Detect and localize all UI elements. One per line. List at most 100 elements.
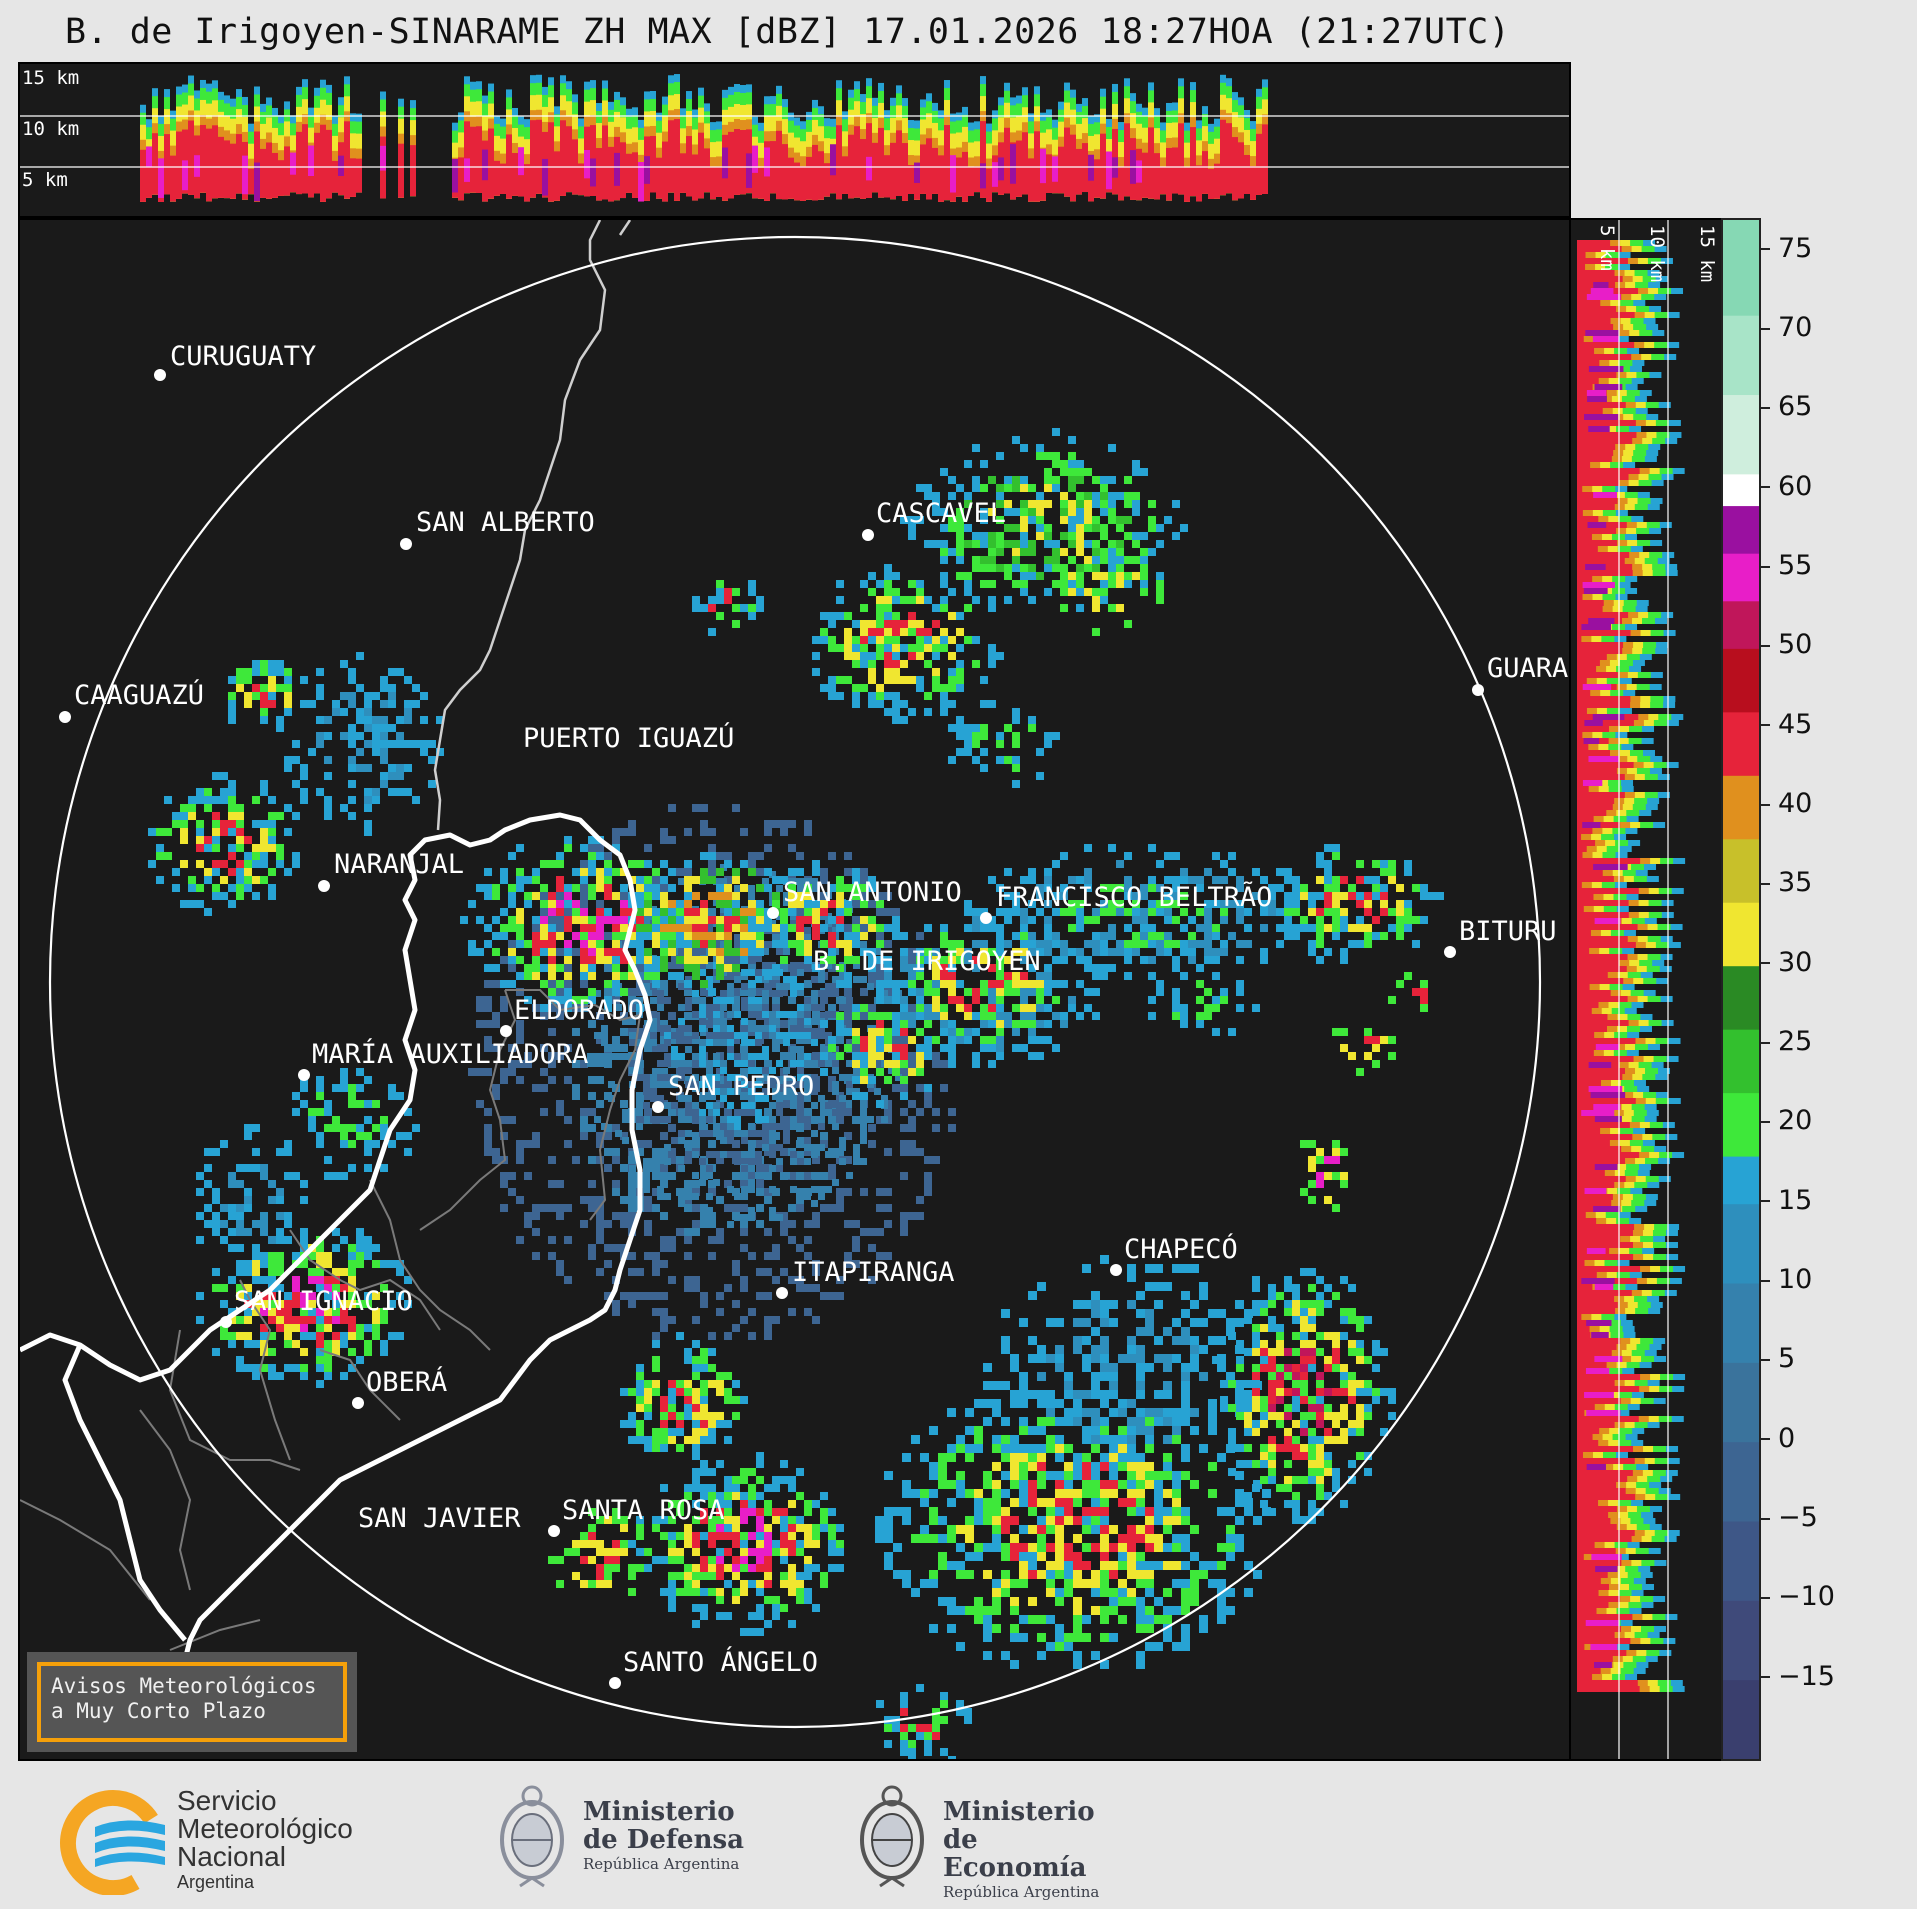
city-marker [400,538,412,550]
city-marker [1110,1264,1122,1276]
city-label-cascavel: CASCAVEL [876,498,1006,529]
smn-line1: Servicio [177,1785,277,1816]
city-marker [1444,946,1456,958]
city-label-santa-rosa: SANTA ROSA [562,1495,725,1526]
city-labels: CURUGUATY SAN ALBERTO CASCAVEL CAAGUAZÚ GUAR… [59,341,1568,1689]
colorbar-band [1723,1203,1759,1284]
colorbar-tick-label: −10 [1761,1581,1835,1612]
city-marker [154,369,166,381]
city-label-santo-angelo: SANTO ÁNGELO [623,1646,818,1678]
smn-emblem-icon [60,1790,166,1896]
top-label-15km: 15 km [22,67,79,89]
colorbar-band [1723,473,1759,507]
city-marker [862,529,874,541]
smn-logo: Servicio Meteorológico Nacional Argentin… [55,1785,395,1896]
city-marker [548,1525,560,1537]
city-label-san-ignacio: SAN IGNACIO [234,1286,413,1317]
colorbar-band [1723,1679,1759,1760]
city-label-caaguazu: CAAGUAZÚ [74,679,204,711]
city-marker [59,711,71,723]
colorbar-tick-label: 10 [1761,1264,1812,1295]
colorbar-tick-label: 65 [1761,391,1812,422]
colorbar-band [1723,1521,1759,1601]
notice-box: Avisos Meteorológicos a Muy Corto Plazo [27,1652,357,1752]
smn-line3: Nacional [177,1841,286,1872]
city-marker [652,1101,664,1113]
city-label-puerto-iguazu: PUERTO IGUAZÚ [523,722,734,754]
economia-line3: República Argentina [943,1883,1100,1901]
city-marker [500,1025,512,1037]
country-border [18,812,653,1661]
city-marker [318,880,330,892]
side-label-10km: 10 km [1646,225,1668,282]
city-label-curuguaty: CURUGUATY [170,341,316,372]
economia-logo: Ministerio de Economía República Argenti… [855,1778,1115,1901]
colorbar-tick-label: 60 [1761,471,1812,502]
colorbar-band [1723,1362,1759,1443]
colorbar-band [1723,394,1759,475]
colorbar-band [1723,902,1759,967]
city-marker [609,1677,621,1689]
side-label-15km: 15 km [1696,225,1718,282]
defensa-line1: Ministerio [583,1797,735,1827]
colorbar-band [1723,1600,1759,1681]
city-marker [980,912,992,924]
colorbar-band [1723,315,1759,396]
colorbar-tick-label: 30 [1761,947,1812,978]
city-marker [220,1316,232,1328]
top-height-profile: 15 km 10 km 5 km [18,62,1571,218]
top-label-10km: 10 km [22,118,79,140]
colorbar-band [1723,1029,1759,1094]
coat-of-arms-icon [860,1785,924,1888]
reflectivity-layer [148,428,1444,1764]
city-label-b-de-irigoyen: B. DE IRIGOYEN [813,946,1041,977]
colorbar-tick-label: −15 [1761,1661,1835,1692]
range-ring [48,235,1542,1729]
city-marker [352,1397,364,1409]
side-height-profile: 5 km 10 km 15 km [1569,218,1723,1761]
notice-text: Avisos Meteorológicos a Muy Corto Plazo [37,1662,347,1742]
colorbar-band [1723,600,1759,649]
city-label-chapeco: CHAPECÓ [1124,1233,1238,1265]
dbz-colorbar [1721,218,1761,1761]
city-marker [767,907,779,919]
city-label-san-pedro: SAN PEDRO [668,1071,814,1102]
radar-map: CURUGUATY SAN ALBERTO CASCAVEL CAAGUAZÚ GUAR… [18,218,1571,1764]
city-marker [776,1287,788,1299]
colorbar-band [1723,648,1759,713]
city-marker [298,1069,310,1081]
colorbar-tick-label: 70 [1761,312,1812,343]
colorbar-tick-label: 50 [1761,629,1812,660]
colorbar-band [1723,965,1759,1030]
colorbar-tick-label: 5 [1761,1343,1795,1374]
colorbar-band [1723,711,1759,776]
city-label-san-javier: SAN JAVIER [358,1503,521,1534]
city-label-francisco-beltrao: FRANCISCO BELTRÃO [996,881,1272,913]
defensa-logo: Ministerio de Defensa República Argentin… [495,1778,755,1898]
colorbar-tick-label: 55 [1761,550,1812,581]
radar-map-canvas: CURUGUATY SAN ALBERTO CASCAVEL CAAGUAZÚ GUAR… [18,219,1568,1764]
defensa-line2: de Defensa [583,1825,744,1855]
city-label-itapiranga: ITAPIRANGA [792,1257,955,1288]
smn-line2: Meteorológico [177,1813,353,1844]
colorbar-tick-label: 45 [1761,709,1812,740]
economia-line2: de Economía [943,1825,1087,1883]
colorbar-band [1723,1441,1759,1522]
colorbar-tick-label: −5 [1761,1502,1818,1533]
side-profile-canvas: 5 km 10 km 15 km [1577,220,1718,1759]
defensa-line3: República Argentina [583,1855,740,1873]
colorbar-tick-label: 40 [1761,788,1812,819]
city-label-maria-auxiliadora: MARÍA AUXILIADORA [312,1038,588,1070]
colorbar-tick-label: 15 [1761,1185,1812,1216]
economia-line1: Ministerio [943,1797,1095,1827]
chart-title: B. de Irigoyen-SINARAME ZH MAX [dBZ] 17.… [65,12,1511,52]
colorbar-tick-label: 20 [1761,1105,1812,1136]
city-label-guarapuava: GUARA [1487,653,1568,684]
colorbar-band [1723,1283,1759,1363]
colorbar-tick-label: 75 [1761,233,1812,264]
colorbar-band [1723,553,1759,602]
city-label-san-alberto: SAN ALBERTO [416,507,595,538]
colorbar-band [1723,775,1759,840]
city-label-obera: OBERÁ [366,1366,447,1398]
river-border [433,219,607,831]
